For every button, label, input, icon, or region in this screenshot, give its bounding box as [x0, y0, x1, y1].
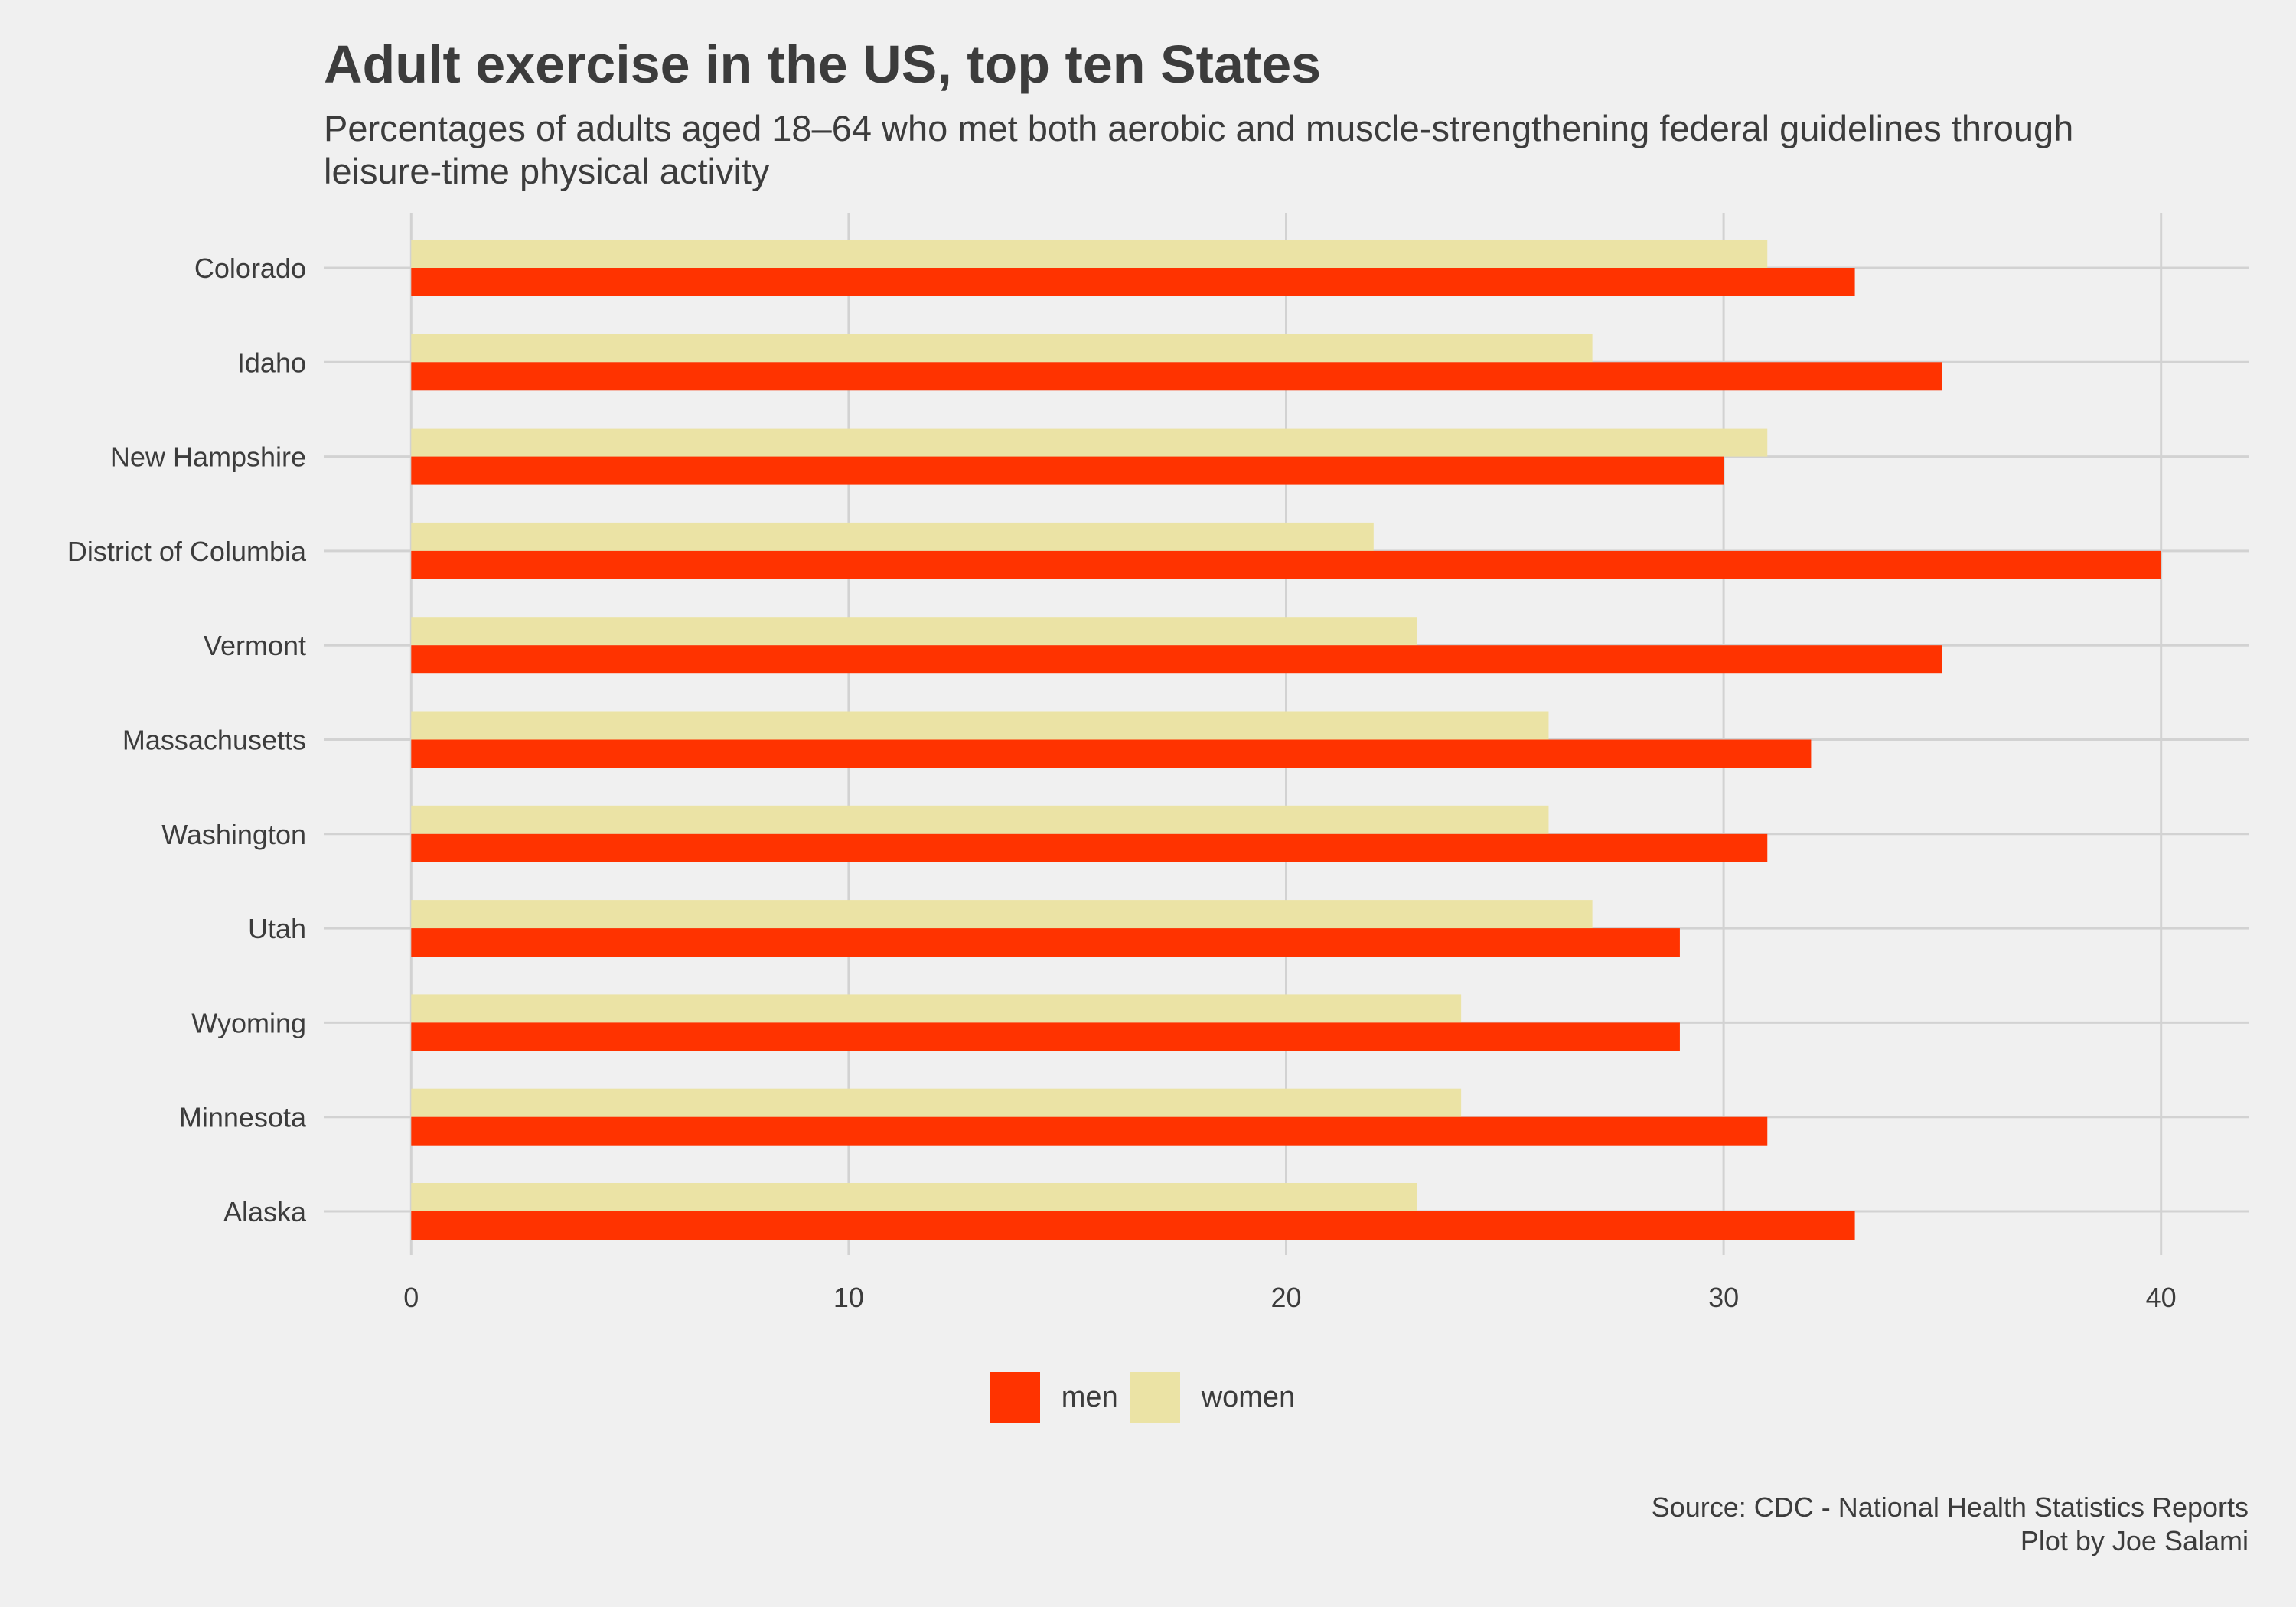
bar-men [411, 550, 2161, 579]
x-tick-label: 30 [1708, 1282, 1739, 1313]
caption-credit: Plot by Joe Salami [2020, 1525, 2249, 1556]
x-tick-label: 20 [1270, 1282, 1301, 1313]
x-tick-label: 40 [2146, 1282, 2177, 1313]
bar-men [411, 645, 1942, 674]
y-category-label: Minnesota [179, 1102, 307, 1133]
caption-source: Source: CDC - National Health Statistics… [1651, 1491, 2249, 1523]
y-category-label: Idaho [237, 347, 306, 378]
bar-women [411, 1183, 1417, 1211]
y-category-label: District of Columbia [67, 536, 307, 567]
legend-swatch-women [1129, 1372, 1180, 1423]
y-category-label: Wyoming [191, 1007, 306, 1038]
chart-subtitle: Percentages of adults aged 18–64 who met… [324, 108, 2074, 191]
axis-labels: 0 10 20 30 40 Colorado Idaho New Hampshire Distr… [67, 253, 2177, 1313]
bar-women [411, 900, 1593, 929]
bar-men [411, 1116, 1768, 1146]
bar-women [411, 240, 1768, 268]
legend-item-men: men [989, 1372, 1118, 1423]
y-category-label: Massachusetts [122, 725, 306, 756]
y-category-label: New Hampshire [110, 442, 306, 473]
y-category-label: Vermont [204, 630, 306, 661]
y-category-label: Utah [248, 913, 306, 944]
caption: Source: CDC - National Health Statistics… [1652, 1491, 2249, 1558]
bar-men [411, 928, 1680, 957]
bar-chart: 0 10 20 30 40 Colorado Idaho New Hampshire Distr… [67, 213, 2249, 1313]
legend: men women [0, 1372, 2296, 1423]
bar-men [411, 739, 1812, 768]
bar-women [411, 428, 1768, 457]
bar-women [411, 805, 1549, 834]
bar-men [411, 268, 1855, 296]
y-category-label: Colorado [194, 253, 306, 284]
bar-women [411, 522, 1374, 551]
bar-men [411, 362, 1942, 391]
bar-women [411, 617, 1417, 646]
bar-men [411, 456, 1724, 485]
x-tick-label: 0 [403, 1282, 419, 1313]
y-category-label: Alaska [223, 1196, 307, 1227]
legend-label-men: men [1061, 1380, 1118, 1413]
x-tick-label: 10 [833, 1282, 864, 1313]
bar-women [411, 334, 1593, 363]
y-category-label: Washington [161, 819, 306, 850]
bar-women [411, 711, 1549, 740]
legend-label-women: women [1201, 1380, 1296, 1413]
legend-swatch-men [989, 1372, 1040, 1423]
chart-title: Adult exercise in the US, top ten States [324, 34, 1322, 94]
bars [411, 240, 2161, 1240]
bar-men [411, 833, 1768, 862]
bar-women [411, 1088, 1462, 1117]
bar-women [411, 994, 1462, 1023]
bar-men [411, 1211, 1855, 1240]
legend-item-women: women [1129, 1372, 1296, 1423]
bar-men [411, 1022, 1680, 1051]
